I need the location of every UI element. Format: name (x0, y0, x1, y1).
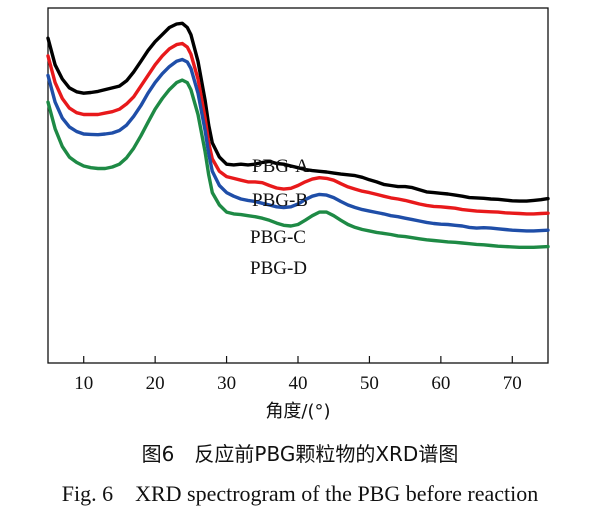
series-label-pbg-a: PBG-A (252, 156, 309, 177)
figure-caption-chinese: 图6 反应前PBG颗粒物的XRD谱图 (141, 442, 459, 466)
x-tick-label: 10 (74, 373, 93, 394)
series-label-pbg-d: PBG-D (250, 258, 307, 279)
series-label-pbg-c: PBG-C (250, 227, 306, 248)
x-tick-label: 20 (146, 373, 165, 394)
xrd-chart: 10 20 30 40 50 60 70 PBG-A PBG-B PBG-C PBG-D 角度/(… (46, 7, 550, 422)
x-tick-label: 60 (431, 373, 450, 394)
x-axis-ticks: 10 20 30 40 50 60 70 (74, 356, 522, 394)
series-line-pbg-b (46, 41, 550, 216)
series-labels: PBG-A PBG-B PBG-C PBG-D (250, 156, 309, 279)
x-tick-label: 50 (360, 373, 379, 394)
x-axis-title: 角度/(°) (265, 401, 330, 422)
figure-caption-english: Fig. 6 XRD spectrogram of the PBG before… (61, 481, 539, 506)
x-tick-label: 30 (217, 373, 236, 394)
x-tick-label: 40 (289, 373, 308, 394)
series-line-pbg-d (46, 78, 550, 249)
series-label-pbg-b: PBG-B (252, 190, 308, 211)
series-line-pbg-a (46, 21, 550, 203)
series-lines (46, 21, 550, 249)
x-tick-label: 70 (503, 373, 522, 394)
series-line-pbg-c (46, 57, 550, 233)
